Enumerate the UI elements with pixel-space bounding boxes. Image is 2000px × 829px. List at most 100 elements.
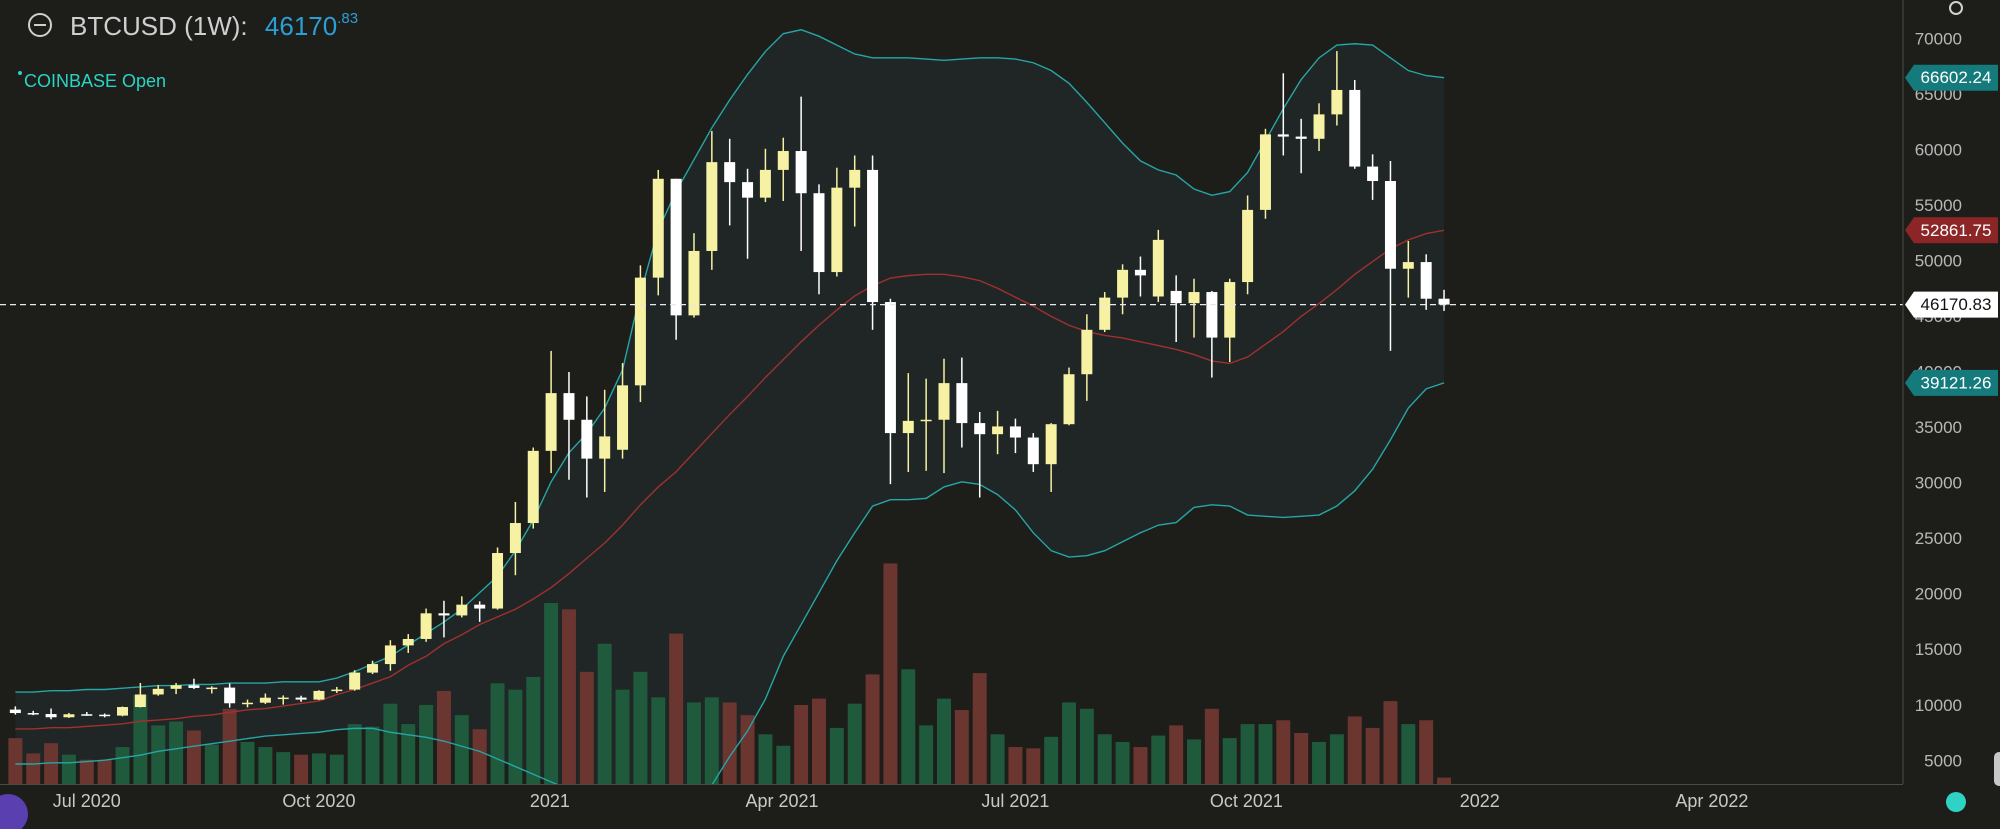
candle-body xyxy=(759,169,771,198)
volume-bar xyxy=(1062,702,1077,784)
x-tick-label: 2021 xyxy=(530,791,570,811)
candle-body xyxy=(652,178,664,278)
volume-bar xyxy=(1222,738,1237,784)
scroll-handle[interactable] xyxy=(1994,752,2000,786)
candle-body xyxy=(1438,298,1450,305)
candle-body xyxy=(27,713,39,715)
volume-bar xyxy=(311,753,326,784)
volume-bar xyxy=(1097,734,1112,784)
x-tick-label: Apr 2021 xyxy=(745,791,818,811)
volume-bar xyxy=(1026,748,1041,784)
volume-bar xyxy=(294,754,309,784)
band-upper-line xyxy=(15,29,1445,693)
volume-bar xyxy=(419,704,434,784)
volume-bar xyxy=(740,715,755,784)
volume-bar xyxy=(972,673,987,784)
volume-bar xyxy=(615,689,630,784)
candle-body xyxy=(402,638,414,646)
candle-body xyxy=(1420,262,1432,299)
candle-body xyxy=(1259,134,1271,210)
volume-bar xyxy=(222,708,237,784)
volume-bar xyxy=(401,724,416,784)
candle-body xyxy=(331,689,343,692)
x-tick-label: Oct 2020 xyxy=(282,791,355,811)
band-fill xyxy=(15,29,1445,784)
price-tag-label: 39121.26 xyxy=(1921,373,1992,392)
x-tick-label: Oct 2021 xyxy=(1210,791,1283,811)
volume-bar xyxy=(8,738,23,784)
candle-body xyxy=(1313,114,1325,139)
candle-body xyxy=(313,690,325,700)
volume-bar xyxy=(1133,747,1148,784)
volume-bar xyxy=(651,697,666,784)
candle-body xyxy=(170,685,182,689)
volume-bar xyxy=(1008,747,1023,784)
candle-body xyxy=(1277,134,1289,137)
volume-bar xyxy=(329,754,344,784)
volume-bar xyxy=(811,698,826,784)
symbol: BTCUSD (1W): xyxy=(70,11,248,41)
x-tick-label: Apr 2022 xyxy=(1675,791,1748,811)
price-tag xyxy=(1905,291,1998,318)
band-lower-line xyxy=(15,382,1445,784)
candle-body xyxy=(99,714,111,717)
volume-bar xyxy=(1383,701,1398,784)
candle-body xyxy=(9,709,21,714)
volume-bar xyxy=(151,725,166,784)
volume-bar xyxy=(1258,724,1273,784)
band-layer xyxy=(15,29,1445,784)
candle-body xyxy=(206,687,218,690)
candle-body xyxy=(1242,209,1254,283)
volume-bar xyxy=(44,743,59,784)
logo-button[interactable] xyxy=(0,794,28,829)
price-tag xyxy=(1905,369,1998,396)
volume-bar xyxy=(1187,739,1202,784)
volume-bar xyxy=(365,726,380,784)
price-tag xyxy=(1905,64,1998,91)
volume-bar xyxy=(1044,736,1059,784)
volume-bar xyxy=(490,683,505,784)
candle-body xyxy=(1045,424,1057,465)
settings-icon[interactable] xyxy=(1949,1,1963,15)
band-middle-line xyxy=(15,229,1445,730)
volume-bar xyxy=(544,602,559,784)
candle-body xyxy=(295,697,307,700)
candle-body xyxy=(1027,437,1039,465)
candle-body xyxy=(920,419,932,422)
candle-body xyxy=(1206,292,1218,338)
candle-body xyxy=(1384,181,1396,269)
candle-body xyxy=(670,178,682,316)
volume-bar xyxy=(115,747,130,784)
y-tick-label: 30000 xyxy=(1915,474,1962,493)
volume-bar xyxy=(383,703,398,784)
candle-body xyxy=(492,553,504,609)
price-tag-layer: 66602.24 52861.75 46170.83 39121.26 xyxy=(1905,64,1998,396)
candle-body xyxy=(1063,374,1075,425)
search-icon-circle[interactable] xyxy=(28,13,52,37)
candle-body xyxy=(367,664,379,673)
axes-layer: 5000100001500020000250003000035000400004… xyxy=(0,0,1962,811)
volume-bar xyxy=(1294,733,1309,784)
y-tick-label: 55000 xyxy=(1915,196,1962,215)
settings-icon-ring[interactable] xyxy=(1949,1,1963,15)
candle-body xyxy=(1188,292,1200,304)
candle-body xyxy=(1152,239,1164,297)
candle-body xyxy=(474,604,486,609)
candle-body xyxy=(1402,262,1414,269)
candle-body xyxy=(617,385,629,450)
volume-bar xyxy=(347,724,362,784)
y-tick-label: 35000 xyxy=(1915,418,1962,437)
status-dot xyxy=(18,71,22,75)
volume-bar xyxy=(579,671,594,784)
candle-body xyxy=(349,672,361,690)
candle-body xyxy=(706,162,718,251)
candle-body xyxy=(152,688,164,695)
price-tag-label: 52861.75 xyxy=(1921,221,1992,240)
search-icon[interactable] xyxy=(28,13,52,37)
y-tick-label: 5000 xyxy=(1924,751,1962,770)
last-price-main: 46170 xyxy=(265,11,337,41)
volume-bar xyxy=(436,690,451,784)
candle-body xyxy=(1295,136,1307,139)
candle-body xyxy=(1349,89,1361,167)
